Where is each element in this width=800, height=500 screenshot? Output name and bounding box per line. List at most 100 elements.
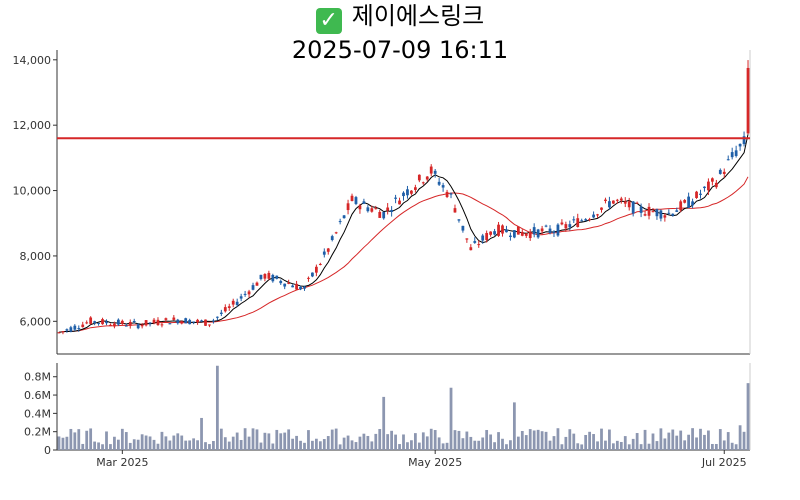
volume-bar <box>212 441 215 450</box>
volume-bar <box>140 434 144 450</box>
volume-bar <box>417 442 421 450</box>
volume-bar <box>116 439 120 450</box>
candle-body <box>457 219 461 221</box>
candle-body <box>251 285 255 290</box>
volume-bar <box>57 436 61 450</box>
candle-body <box>615 199 619 201</box>
volume-bar <box>584 434 588 450</box>
candle-body <box>556 224 560 236</box>
candle-body <box>219 312 223 314</box>
candle-body <box>627 201 631 208</box>
candle-body <box>204 319 207 326</box>
candle-body <box>667 212 671 214</box>
candle-body <box>588 219 592 221</box>
candle-body <box>299 286 302 290</box>
candle-body <box>687 196 691 208</box>
volume-bar <box>235 432 239 450</box>
volume-bar <box>473 440 477 450</box>
volume-bar <box>251 428 255 450</box>
volume-bar <box>501 438 504 450</box>
volume-bar <box>461 438 465 450</box>
candle-body <box>212 320 215 322</box>
volume-bar <box>231 436 235 450</box>
volume-bar <box>465 431 469 450</box>
volume-bar <box>734 444 738 450</box>
volume-bar <box>441 443 445 450</box>
candle-body <box>505 229 508 233</box>
candle-body <box>485 232 489 241</box>
volume-bar <box>172 435 176 450</box>
candle-body <box>382 212 386 219</box>
candle-body <box>441 185 445 188</box>
volume-bar <box>65 436 69 450</box>
volume-bar <box>707 430 710 450</box>
volume-bar <box>152 439 156 450</box>
volume-bar <box>556 428 560 450</box>
candle-body <box>489 231 493 235</box>
candle-body <box>501 225 504 234</box>
volume-bar <box>722 440 726 450</box>
candle-body <box>97 323 100 325</box>
candle-body <box>152 319 156 323</box>
volume-bar <box>592 434 595 450</box>
volume-bar <box>330 429 334 450</box>
candle-body <box>417 174 421 181</box>
candle-body <box>655 209 659 217</box>
candle-body <box>707 181 710 191</box>
candle-body <box>227 306 231 308</box>
volume-bar <box>350 440 354 450</box>
volume-bar <box>386 434 390 450</box>
volume-tick-label: 0.2M <box>24 426 51 439</box>
volume-bar <box>398 444 401 450</box>
volume-bar <box>192 438 196 450</box>
volume-bar <box>247 436 251 450</box>
volume-bar <box>200 417 203 450</box>
candle-body <box>540 228 544 232</box>
volume-axes: 0 0.2M 0.4M 0.6M 0.8M Mar 2025 May 2025 Jul 202… <box>24 363 751 469</box>
volume-bar <box>239 439 243 450</box>
volume-bar <box>524 435 528 450</box>
candle-body <box>128 321 132 326</box>
volume-bar <box>600 428 603 450</box>
volume-bar <box>671 429 675 450</box>
candle-body <box>334 232 338 234</box>
volume-bar <box>453 430 457 450</box>
volume-bar <box>366 435 370 450</box>
candle-body <box>247 291 251 295</box>
candle-body <box>318 263 322 265</box>
candle-body <box>303 286 306 289</box>
volume-bar <box>291 438 295 450</box>
candle-body <box>101 319 104 325</box>
candle-body <box>576 218 580 228</box>
chart-title: ✓ 제이에스링크 2025-07-09 16:11 <box>0 0 800 66</box>
candle-body <box>449 193 453 195</box>
volume-plot <box>57 365 750 450</box>
candle-body <box>564 224 568 229</box>
volume-bar <box>516 436 520 450</box>
volume-bar <box>402 434 405 450</box>
volume-bar <box>659 428 663 450</box>
volume-bar <box>647 443 651 450</box>
candle-body <box>623 201 627 204</box>
volume-bar <box>429 428 433 450</box>
volume-bar <box>196 440 199 450</box>
candle-body <box>164 318 168 320</box>
candle-body <box>738 143 742 147</box>
candle-body <box>338 221 342 223</box>
volume-bar <box>608 429 611 450</box>
candle-body <box>718 169 722 174</box>
stock-name: 제이에스링크 <box>351 2 485 30</box>
candle-body <box>271 274 275 282</box>
volume-bar <box>128 442 132 450</box>
candle-body <box>568 224 572 228</box>
volume-bar <box>509 440 512 450</box>
volume-bar <box>615 440 619 450</box>
price-tick-label: 12,000 <box>13 119 52 132</box>
candle-body <box>699 193 702 195</box>
volume-bar <box>81 443 85 450</box>
volume-bar <box>457 430 461 450</box>
candle-body <box>287 282 291 284</box>
candle-body <box>445 191 449 197</box>
volume-bar <box>85 430 89 450</box>
